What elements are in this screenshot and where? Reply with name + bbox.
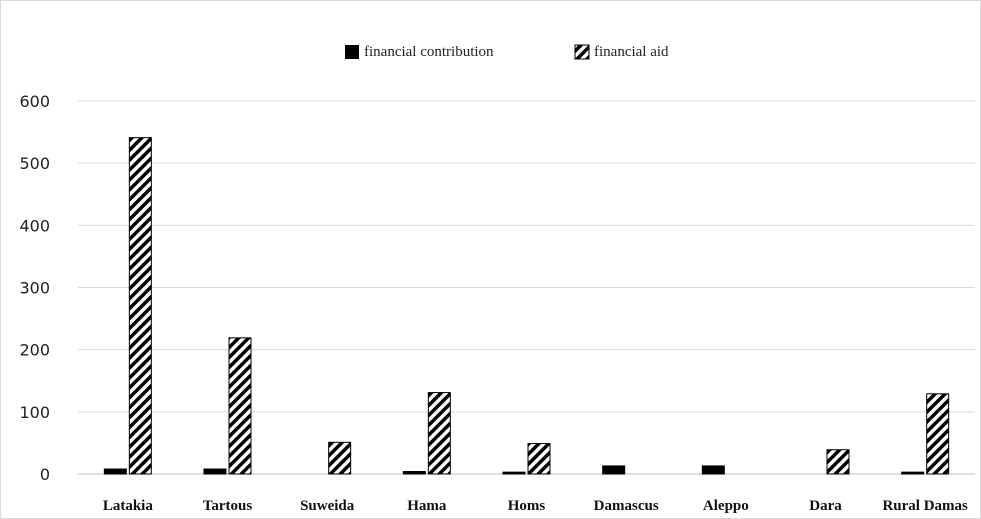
- legend-swatch-financial-aid: [574, 44, 590, 60]
- y-tick-label: 0: [40, 465, 50, 484]
- bar-financial-contribution: [901, 471, 925, 475]
- x-tick-label: Dara: [809, 498, 842, 514]
- bar-financial-aid: [328, 441, 352, 475]
- x-tick-label: Hama: [407, 498, 447, 514]
- y-tick-label: 500: [19, 154, 50, 173]
- bar-financial-contribution: [103, 468, 127, 475]
- x-tick-label: Homs: [508, 498, 546, 514]
- y-tick-label: 300: [19, 279, 50, 298]
- y-tick-label: 600: [19, 92, 50, 111]
- y-tick-label: 100: [19, 403, 50, 422]
- x-tick-label: Suweida: [300, 498, 355, 514]
- x-tick-label: Damascus: [594, 498, 659, 514]
- bar-financial-contribution: [402, 471, 426, 475]
- gridlines: [78, 100, 975, 475]
- y-axis: 0 100 200 300 400 500 600: [19, 92, 50, 484]
- bar-financial-aid: [527, 443, 551, 475]
- legend: financial contribution financial aid: [345, 44, 669, 60]
- y-tick-label: 400: [19, 216, 50, 235]
- bars: [103, 137, 950, 475]
- bar-financial-contribution: [203, 468, 227, 475]
- legend-label-financial-aid: financial aid: [594, 44, 669, 60]
- bar-financial-contribution: [602, 465, 626, 475]
- bar-financial-contribution: [502, 471, 526, 475]
- bar-financial-aid: [228, 337, 252, 475]
- bar-financial-aid: [427, 392, 451, 475]
- bar-financial-aid: [926, 393, 950, 475]
- bar-financial-contribution: [701, 465, 725, 475]
- x-axis: Latakia Tartous Suweida Hama Homs Damascus Ale…: [103, 498, 968, 514]
- x-tick-label: Rural Damas: [882, 498, 968, 514]
- bar-financial-aid: [826, 449, 850, 475]
- legend-label-financial-contribution: financial contribution: [364, 44, 494, 60]
- x-tick-label: Aleppo: [703, 498, 749, 514]
- x-tick-label: Latakia: [103, 498, 154, 514]
- legend-swatch-financial-contribution: [345, 45, 359, 59]
- y-tick-label: 200: [19, 341, 50, 360]
- bar-financial-aid: [128, 137, 152, 475]
- x-tick-label: Tartous: [203, 498, 253, 514]
